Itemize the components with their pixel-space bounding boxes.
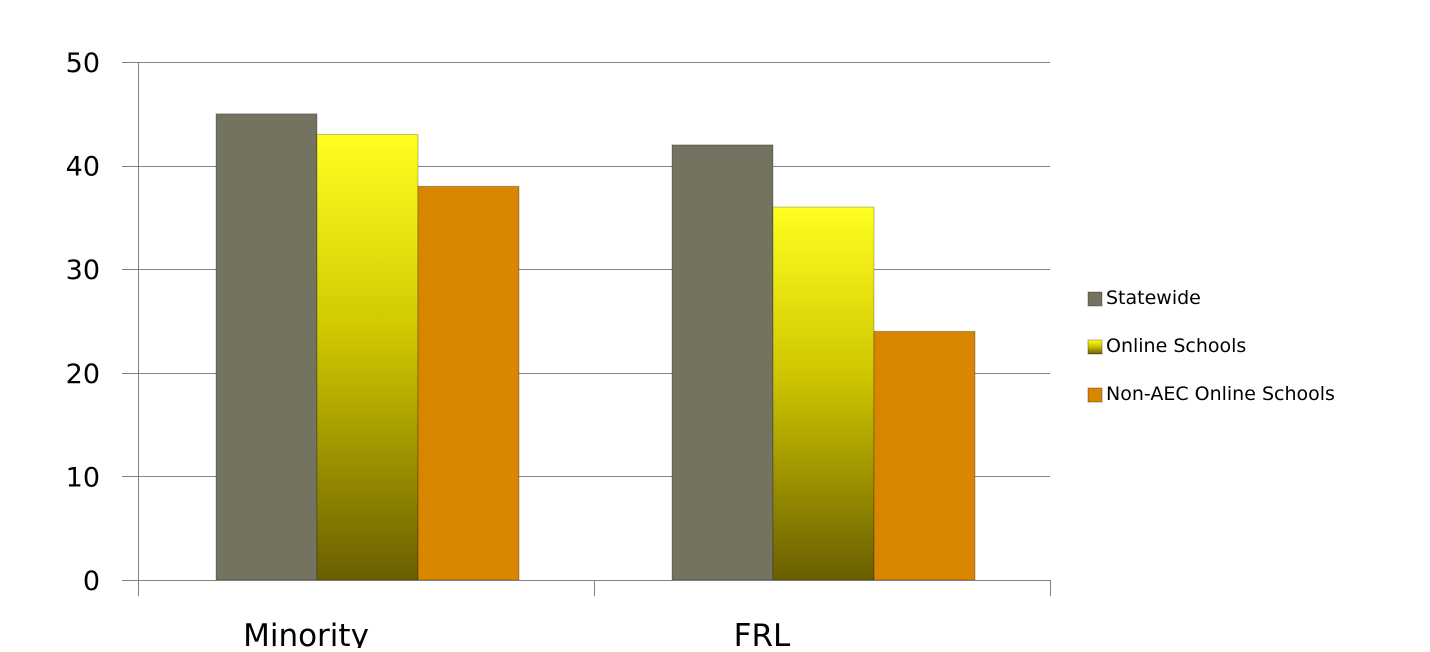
- legend-swatch-statewide: [1087, 291, 1103, 307]
- category-label-minority: Minority: [243, 618, 369, 648]
- axes: [122, 62, 1051, 596]
- bar-frl-non-aec-online-schools: [873, 330, 976, 581]
- bar-minority-statewide: [215, 113, 318, 581]
- bar-frl-statewide: [671, 144, 774, 581]
- bar-frl-online-schools: [772, 206, 875, 581]
- legend: Statewide Online Schools Non-AEC Online Sc…: [1087, 287, 1335, 405]
- y-tick-label-40: 40: [66, 152, 100, 183]
- category-labels: Minority FRL: [243, 618, 791, 652]
- y-tick-label-0: 0: [83, 566, 100, 597]
- legend-label-online-schools: Online Schools: [1106, 335, 1246, 357]
- y-tick-label-10: 10: [66, 462, 100, 493]
- category-label-frl: FRL: [734, 618, 791, 648]
- y-tick-label-50: 50: [66, 48, 100, 79]
- legend-label-non-aec-online-schools: Non-AEC Online Schools: [1106, 383, 1335, 405]
- y-tick-label-30: 30: [66, 255, 100, 286]
- y-tick-labels: 0 10 20 30 40 50: [66, 48, 100, 597]
- bar-minority-non-aec-online-schools: [417, 185, 520, 581]
- legend-label-statewide: Statewide: [1106, 287, 1201, 309]
- legend-swatch-non-aec-online-schools: [1087, 387, 1103, 403]
- bars: [215, 113, 976, 581]
- y-tick-label-20: 20: [66, 359, 100, 390]
- bar-minority-online-schools: [316, 134, 419, 581]
- legend-swatch-online-schools: [1087, 339, 1103, 355]
